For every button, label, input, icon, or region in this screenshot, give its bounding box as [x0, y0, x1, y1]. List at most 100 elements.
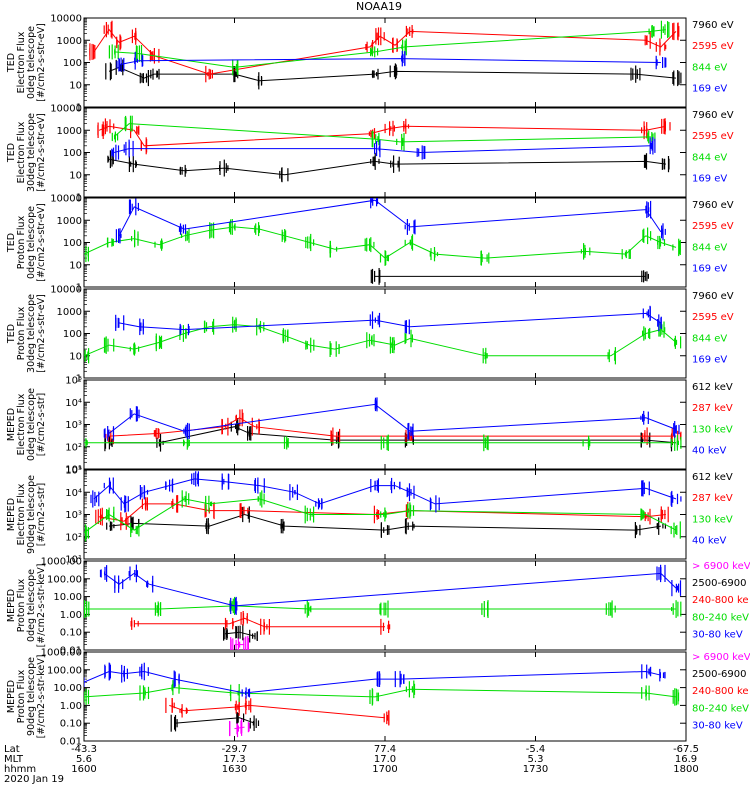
- y-axis-label-line: Proton Flux: [16, 215, 27, 269]
- y-tick-label: 100: [63, 329, 82, 340]
- legend-entry: 40 keV: [692, 536, 726, 547]
- series-line: [84, 670, 662, 694]
- y-axis-label-line: 0deg telescope: [26, 26, 37, 99]
- series-line: [84, 605, 676, 610]
- y-axis-label-line: TED: [6, 143, 17, 163]
- series: [111, 137, 656, 161]
- series-line: [108, 66, 677, 82]
- chart-title: NOAA19: [356, 0, 402, 13]
- legend-entry: 2500-6900: [692, 578, 747, 589]
- series: [108, 20, 670, 76]
- y-tick-label: 10⁴: [65, 488, 82, 499]
- series-line: [84, 687, 677, 698]
- x-tick-label-mlt: 5.3: [528, 754, 544, 765]
- x-tick-label-mlt: 17.3: [223, 754, 245, 765]
- y-tick-label: 10000: [50, 14, 82, 25]
- y-tick-label: 10⁵: [65, 466, 82, 477]
- series-line: [84, 226, 677, 259]
- x-tick-label-lat: -67.5: [673, 744, 699, 755]
- series: [97, 118, 671, 155]
- x-tick-label-hhmm: 1630: [222, 764, 247, 775]
- y-axis-label-line: 0deg telescope: [26, 206, 37, 279]
- y-tick-label: 0.10: [60, 628, 82, 639]
- series: [229, 718, 250, 738]
- panel-data: [97, 115, 671, 183]
- series: [107, 150, 670, 183]
- x-tick-label-hhmm: 1730: [523, 764, 548, 775]
- y-axis-label-line: 30deg telescope: [26, 294, 37, 373]
- series: [105, 409, 682, 445]
- series-line: [134, 617, 385, 628]
- series-line: [109, 513, 661, 531]
- y-axis-label-line: MEPED: [6, 408, 17, 441]
- panel-data: [84, 564, 682, 650]
- y-axis-label-line: 90deg telescope: [26, 657, 37, 736]
- legend: 7960 eV 2595 eV 844 eV 169 eV: [692, 291, 734, 366]
- legend-entry: 80-240 keV: [692, 703, 749, 714]
- series: [89, 20, 680, 83]
- panel-data: [84, 305, 682, 365]
- series-line: [109, 417, 676, 437]
- series-line: [234, 726, 245, 730]
- y-tick-label: 1: [76, 374, 82, 385]
- y-tick-label: 1000.00: [41, 648, 82, 659]
- legend-entry: 169 eV: [692, 84, 727, 95]
- x-tick-label-hhmm: 1800: [673, 764, 698, 775]
- y-axis-label-line: Proton Flux: [16, 669, 27, 723]
- series: [116, 50, 667, 72]
- series: [170, 712, 260, 732]
- y-axis-label: TED Electron Flux 30deg telescope [#/cm2-s-…: [6, 113, 47, 192]
- x-tick-label-lat: -29.7: [222, 744, 248, 755]
- y-tick-label: 1000: [57, 126, 82, 137]
- legend-entry: 2595 eV: [692, 131, 734, 142]
- y-tick-label: 10⁴: [65, 398, 82, 409]
- series: [84, 680, 680, 706]
- series-line: [109, 426, 677, 444]
- y-axis-label-line: [#/cm2-s-str-eV]: [36, 203, 47, 282]
- y-tick-label: 1000: [57, 216, 82, 227]
- panel-data: [84, 198, 681, 285]
- plot-date: 2020 Jan 19: [4, 774, 64, 785]
- x-tick-label-mlt: 17.0: [374, 754, 396, 765]
- legend: > 6900 keV 2500-6900 240-800 ke 80-240 keV 3…: [692, 561, 750, 640]
- series: [99, 564, 682, 615]
- legend-entry: 844 eV: [692, 152, 727, 163]
- y-tick-label: 10: [69, 170, 82, 181]
- y-tick-label: 10: [69, 351, 82, 362]
- y-axis-label-line: TED: [6, 324, 17, 344]
- legend-entry: 169 eV: [692, 264, 727, 275]
- series-line: [169, 704, 386, 719]
- y-tick-label: 10000: [50, 194, 82, 205]
- y-tick-label: 100.00: [47, 665, 82, 676]
- y-tick-label: 10000: [50, 104, 82, 115]
- y-axis-label-line: [#/cm2-s-str-keV]: [36, 655, 47, 739]
- y-axis-label-line: [#/cm2-s-str]: [36, 393, 47, 456]
- legend-entry: 7960 eV: [692, 200, 734, 211]
- legend-entry: 30-80 keV: [692, 629, 743, 640]
- y-axis-label: MEPED Electron Flux 0deg telescope [#/cm2-s…: [6, 388, 47, 461]
- x-tick-label-hhmm: 1600: [71, 764, 96, 775]
- y-axis-label-line: Electron Flux: [16, 121, 27, 183]
- series-line: [174, 717, 255, 724]
- y-tick-label: 100: [63, 148, 82, 159]
- y-axis-label-line: [#/cm2-s-str-eV]: [36, 113, 47, 192]
- y-axis-label-line: Electron Flux: [16, 483, 27, 545]
- series-line: [113, 123, 651, 143]
- series: [115, 305, 662, 336]
- x-tick-label-hhmm: 1700: [372, 764, 397, 775]
- x-tick-label-lat: -5.4: [526, 744, 546, 755]
- y-axis-label-line: MEPED: [6, 498, 17, 531]
- series: [130, 611, 391, 635]
- legend-entry: > 6900 keV: [692, 652, 750, 663]
- legend-entry: 40 keV: [692, 446, 726, 457]
- legend: 7960 eV 2595 eV 844 eV 169 eV: [692, 110, 734, 185]
- series: [84, 434, 682, 452]
- legend-entry: 2595 eV: [692, 312, 734, 323]
- series-line: [119, 58, 661, 66]
- y-axis-label: TED Electron Flux 0deg telescope [#/cm2-s-s…: [6, 23, 47, 102]
